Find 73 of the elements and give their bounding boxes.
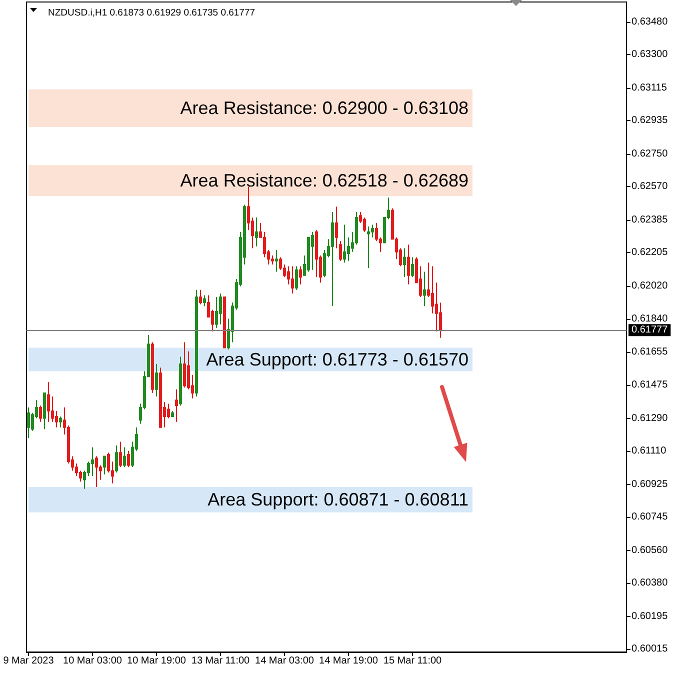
band-label: Area Resistance: 0.62518 - 0.62689 (180, 170, 468, 191)
x-tick-label: 13 Mar 11:00 (191, 656, 250, 666)
y-tick-label: 0.61290 (632, 412, 668, 424)
candlestick (119, 441, 122, 468)
x-tick-label: 10 Mar 03:00 (63, 656, 122, 666)
candlestick (95, 456, 98, 488)
candlestick (27, 406, 30, 439)
candlestick (291, 266, 294, 294)
candlestick (403, 248, 406, 278)
candlestick (175, 388, 178, 422)
candlestick (115, 444, 118, 474)
y-tick-label: 0.60925 (632, 478, 668, 490)
y-tick-label: 0.60195 (632, 610, 668, 622)
candlestick (151, 342, 154, 394)
candlestick (275, 250, 278, 272)
candlestick (179, 356, 182, 406)
y-tick-label: 0.61110 (632, 445, 667, 456)
candlestick (255, 216, 258, 247)
candlestick (43, 392, 46, 430)
candlestick (299, 266, 302, 285)
candlestick (331, 212, 334, 307)
candlestick (203, 294, 206, 307)
candlestick (155, 363, 158, 398)
x-tick-label: 15 Mar 11:00 (383, 656, 442, 666)
candlestick (407, 244, 410, 285)
y-tick-label: 0.62750 (632, 148, 668, 160)
y-tick-label: 0.62570 (632, 181, 668, 192)
y-tick-label: 0.62205 (632, 247, 668, 258)
y-tick-label: 0.60380 (632, 577, 668, 588)
candlestick (195, 289, 198, 398)
y-tick-label: 0.62385 (632, 214, 668, 226)
candlestick (343, 224, 346, 264)
candlestick (171, 410, 174, 417)
y-tick-label: 0.63480 (632, 16, 668, 28)
candlestick (199, 289, 202, 305)
candlestick (215, 296, 218, 328)
candlestick (123, 446, 126, 468)
candlestick (339, 240, 342, 262)
candlestick (91, 446, 94, 477)
candlestick (47, 382, 50, 422)
candlestick (423, 271, 426, 307)
y-tick-label: 0.60015 (632, 643, 668, 654)
y-tick-label: 0.61475 (632, 379, 668, 390)
candlestick (367, 226, 370, 269)
band-label: Area Support: 0.61773 - 0.61570 (206, 349, 468, 370)
candlestick (39, 405, 42, 422)
x-tick-label: 9 Mar 2023 (3, 656, 54, 666)
x-tick-label: 14 Mar 03:00 (255, 656, 314, 666)
x-tick-label: 14 Mar 19:00 (319, 656, 378, 666)
candlestick (295, 266, 298, 290)
y-tick-label: 0.61655 (632, 346, 668, 358)
candlestick (59, 416, 62, 428)
y-tick-label: 0.61840 (632, 313, 668, 324)
candlestick (159, 367, 162, 428)
band-label: Area Support: 0.60871 - 0.60811 (208, 490, 468, 510)
x-tick-label: 10 Mar 19:00 (127, 656, 186, 666)
y-tick-label: 0.60745 (632, 511, 668, 522)
candlestick (411, 256, 414, 278)
candlestick (127, 450, 130, 468)
candlestick (335, 206, 338, 249)
band-label: Area Resistance: 0.62900 - 0.63108 (180, 98, 468, 118)
y-tick-label: 0.60560 (632, 544, 668, 556)
candlestick (311, 231, 314, 270)
y-tick-label: 0.63115 (632, 82, 668, 94)
candlestick (219, 292, 222, 325)
y-tick-label: 0.63300 (632, 49, 668, 60)
ref-line-label: 0.61777 (632, 324, 668, 336)
candlestick (103, 456, 106, 475)
y-tick-label: 0.62935 (632, 115, 668, 126)
candlestick (223, 296, 226, 348)
candlestick (183, 342, 186, 388)
y-tick-label: 0.62020 (632, 280, 668, 292)
text: NZDUSD.i,H1 0.61873 0.61929 0.61735 0.61777 (48, 8, 256, 18)
